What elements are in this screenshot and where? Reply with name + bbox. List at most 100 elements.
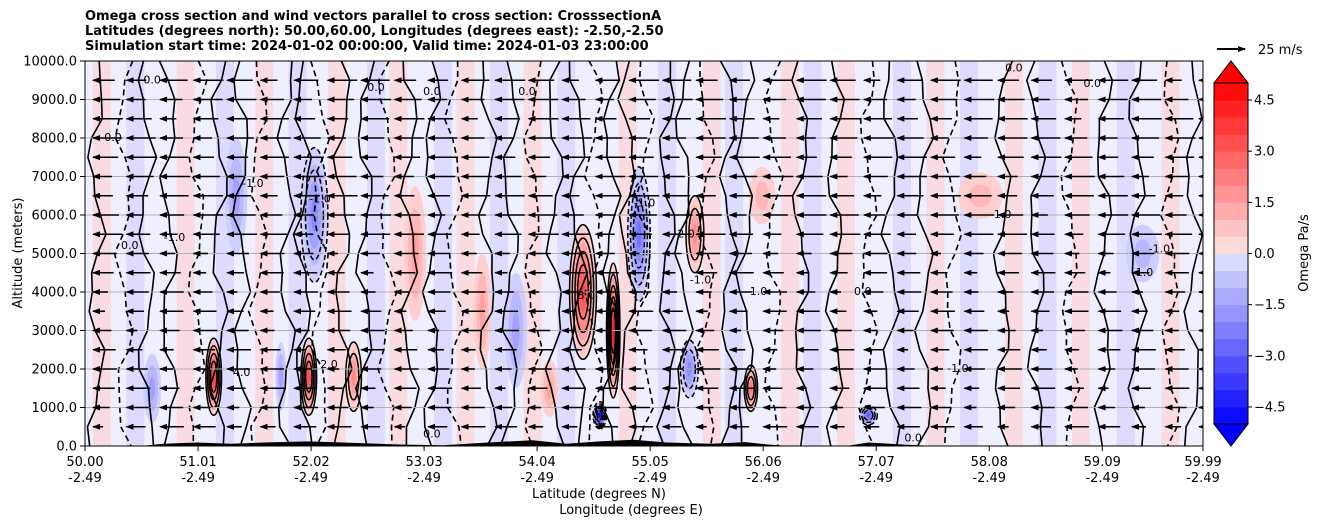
- contour-label: -1.0: [690, 273, 711, 286]
- y-tick-label: 0.0: [56, 440, 77, 455]
- omega-contour-closed: [347, 352, 360, 401]
- x-tick-label-lon: -2.49: [746, 471, 780, 486]
- x-axis-label-latitude: Latitude (degrees N): [532, 487, 666, 502]
- contour-label: 4.0: [233, 366, 251, 379]
- quiver-key: 25 m/s: [1217, 43, 1303, 58]
- omega-contour-closed: [345, 341, 363, 413]
- contour-label: 0.0: [367, 81, 385, 94]
- chart-title-line-2: Latitudes (degrees north): 50.00,60.00, …: [85, 24, 664, 39]
- contour-label: 0.0: [1005, 62, 1023, 75]
- contour-label: 3.0: [578, 289, 596, 302]
- omega-feature: [755, 181, 769, 211]
- omega-contour-closed: [205, 337, 223, 416]
- colorbar-tick-label: 4.5: [1254, 94, 1275, 109]
- colorbar-segment: [1214, 117, 1248, 135]
- colorbar-segment: [1214, 372, 1248, 391]
- colorbar-segment: [1214, 253, 1248, 272]
- x-tick-label-lat: 58.08: [971, 455, 1008, 470]
- x-axis: 50.00-2.4951.01-2.4952.02-2.4953.03-2.49…: [66, 446, 1222, 486]
- omega-contour-closed: [209, 360, 218, 393]
- x-tick-label-lat: 50.00: [66, 455, 103, 470]
- omega-contour-line: [695, 61, 716, 446]
- contour-label: 0.0: [423, 85, 441, 98]
- contour-label: -1.0: [1132, 266, 1153, 279]
- colorbar-segment: [1214, 236, 1248, 254]
- contour-label: -1.0: [746, 285, 767, 298]
- omega-contour-closed: [303, 352, 315, 401]
- contour-label: 1.0: [994, 208, 1012, 221]
- colorbar-segment: [1214, 287, 1248, 306]
- colorbar-segment: [1214, 168, 1248, 186]
- x-tick-label-lat: 53.03: [405, 455, 442, 470]
- colorbar-segment: [1214, 270, 1248, 289]
- x-tick-label-lon: -2.49: [859, 471, 893, 486]
- x-tick-label-lat: 56.06: [745, 455, 782, 470]
- x-tick-label-lon: -2.49: [633, 471, 667, 486]
- contour-label: -1.0: [634, 196, 655, 209]
- colorbar-tick-label: −4.5: [1254, 400, 1286, 415]
- colorbar-extend-top: [1212, 60, 1250, 84]
- colorbar-segment: [1214, 321, 1248, 340]
- omega-contour-closed: [863, 409, 874, 421]
- contour-label: -1.0: [309, 193, 330, 206]
- colorbar-segment: [1214, 185, 1248, 203]
- contour-label: 0.0: [1083, 77, 1101, 90]
- contour-label: 0.0: [904, 431, 922, 444]
- x-tick-label-lat: 54.04: [519, 455, 556, 470]
- x-tick-label-lon: -2.49: [68, 471, 102, 486]
- y-tick-label: 10000.0: [23, 55, 77, 70]
- terrain-profile: [140, 439, 936, 446]
- chart-title-line-3: Simulation start time: 2024-01-02 00:00:…: [85, 39, 649, 54]
- colorbar-segment: [1214, 151, 1248, 169]
- colorbar-segment: [1214, 83, 1248, 101]
- y-axis-label: Altitude (meters): [11, 198, 26, 309]
- x-tick-label-lon: -2.49: [181, 471, 215, 486]
- y-tick-label: 9000.0: [32, 93, 78, 108]
- contour-label: -1.0: [164, 231, 185, 244]
- colorbar-segment: [1214, 219, 1248, 237]
- terrain: [140, 439, 936, 446]
- y-tick-label: 2000.0: [32, 363, 78, 378]
- colorbar-label: Omega Pa/s: [1297, 214, 1312, 292]
- wind-vectors: [92, 77, 1203, 430]
- contour-label: 0.0: [518, 85, 536, 98]
- chart-title-line-1: Omega cross section and wind vectors par…: [85, 9, 662, 24]
- omega-contour-closed: [304, 360, 313, 393]
- contour-label: -1.0: [947, 362, 968, 375]
- colorbar-tick-label: −1.5: [1254, 298, 1286, 313]
- x-tick-label-lat: 52.02: [292, 455, 329, 470]
- omega-feature: [351, 368, 356, 386]
- colorbar-segment: [1214, 134, 1248, 152]
- x-axis-label-longitude: Longitude (degrees E): [559, 503, 703, 518]
- omega-feature: [307, 371, 310, 383]
- x-tick-label-lat: 59.09: [1084, 455, 1121, 470]
- y-tick-label: 3000.0: [32, 324, 78, 339]
- colorbar-tick-label: −3.0: [1254, 349, 1286, 364]
- colorbar-segment: [1214, 355, 1248, 374]
- x-tick-label-lon: -2.49: [407, 471, 441, 486]
- contour-label: -1.0: [242, 177, 263, 190]
- contour-label: 0.0: [104, 131, 122, 144]
- omega-contour-closed: [208, 352, 220, 401]
- y-tick-label: 1000.0: [32, 401, 78, 416]
- contour-label: 0.0: [143, 73, 161, 86]
- colorbar-segment: [1214, 406, 1248, 425]
- omega-feature: [278, 365, 283, 389]
- x-tick-label-lon: -2.49: [1085, 471, 1119, 486]
- contour-label: -1.0: [1149, 243, 1170, 256]
- y-tick-label: 4000.0: [32, 286, 78, 301]
- quiver-key-label: 25 m/s: [1258, 43, 1303, 58]
- x-tick-label-lon: -2.49: [520, 471, 554, 486]
- omega-feature: [692, 224, 698, 244]
- omega-feature: [546, 378, 553, 398]
- omega-feature: [599, 413, 601, 417]
- colorbar-segment: [1214, 338, 1248, 357]
- contour-label: 0.0: [121, 239, 139, 252]
- colorbar-segment: [1214, 389, 1248, 408]
- x-tick-label-lat: 55.05: [632, 455, 669, 470]
- y-tick-label: 7000.0: [32, 170, 78, 185]
- colorbar-tick-label: 1.5: [1254, 196, 1275, 211]
- omega-contour-closed: [593, 403, 607, 428]
- omega-contour-closed: [596, 409, 603, 421]
